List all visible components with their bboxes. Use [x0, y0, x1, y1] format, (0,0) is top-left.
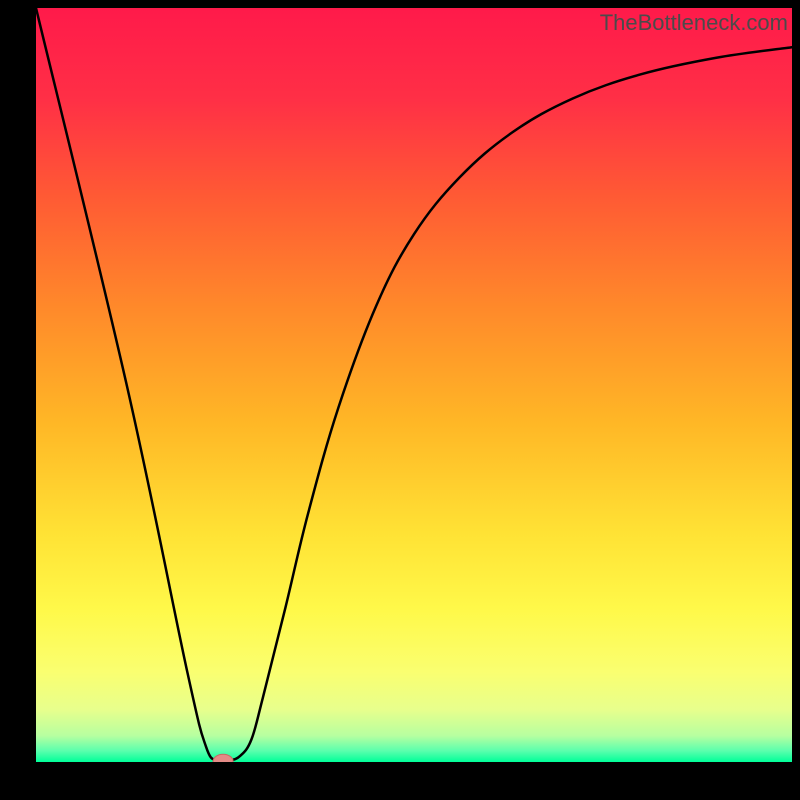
plot-canvas — [36, 8, 792, 762]
frame-bottom — [0, 762, 800, 800]
gradient-background — [36, 8, 792, 762]
watermark-text: TheBottleneck.com — [600, 10, 788, 36]
chart-stage: TheBottleneck.com — [0, 0, 800, 800]
frame-top — [0, 0, 800, 8]
frame-left — [0, 0, 36, 800]
frame-right — [792, 0, 800, 800]
